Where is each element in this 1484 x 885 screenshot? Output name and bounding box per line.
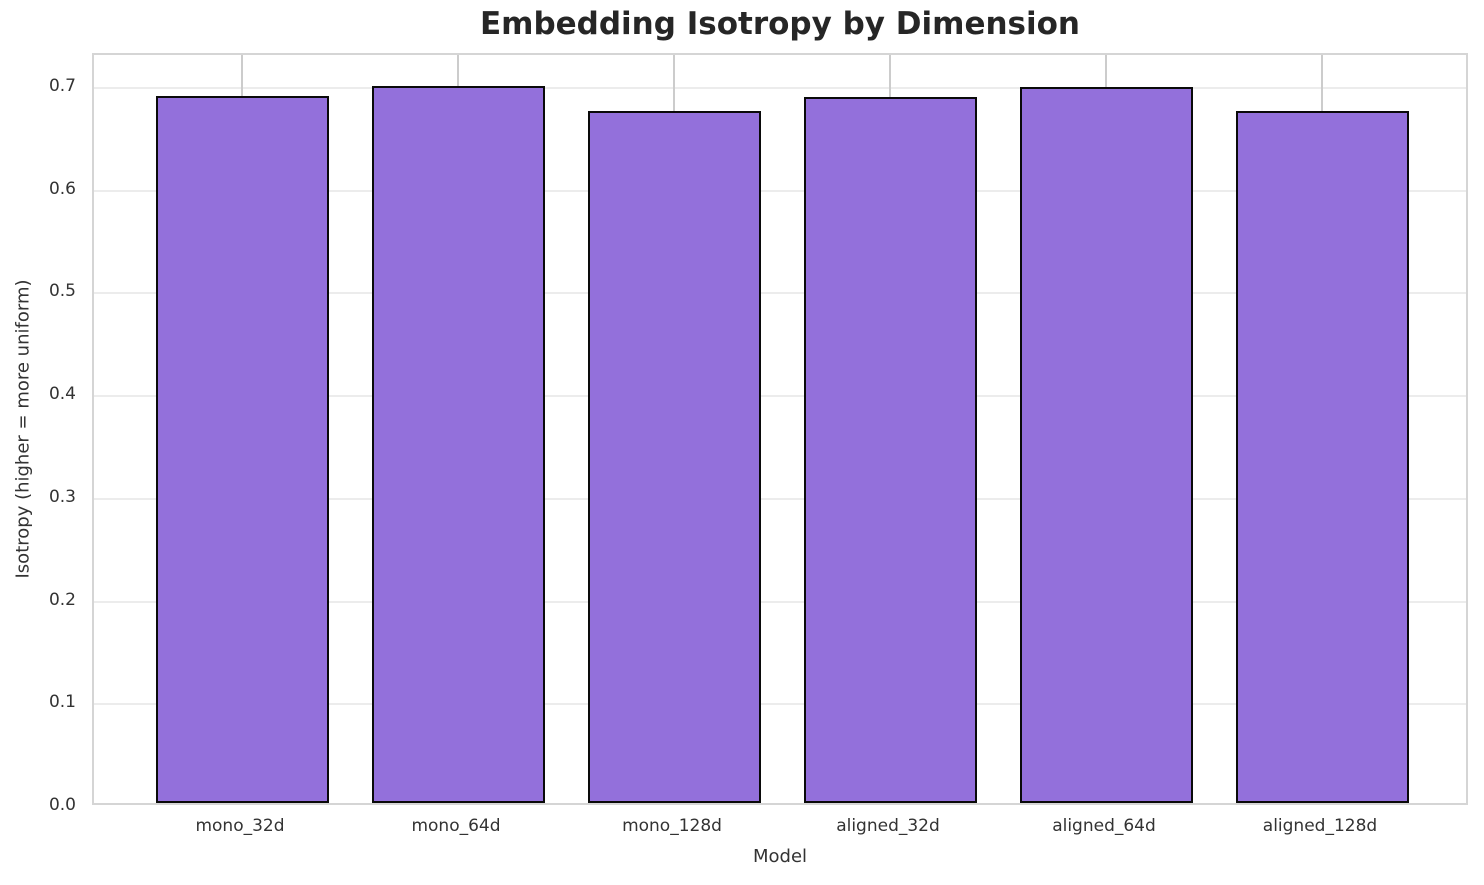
bar-aligned_32d	[803, 97, 977, 803]
x-tick-label: aligned_128d	[1262, 816, 1378, 836]
bar-mono_32d	[155, 96, 329, 803]
x-tick-label: mono_64d	[411, 816, 501, 836]
bar-aligned_64d	[1019, 87, 1193, 803]
x-tick-label: aligned_32d	[836, 816, 940, 836]
y-tick-label: 0.0	[48, 795, 76, 815]
gridline-horizontal	[94, 189, 1466, 192]
y-axis-label: Isotropy (higher = more uniform)	[12, 279, 34, 579]
y-tick-label: 0.4	[48, 384, 76, 405]
y-tick-label: 0.7	[48, 75, 76, 96]
bar-mono_64d	[371, 86, 545, 803]
y-tick-label: 0.3	[48, 486, 76, 507]
x-tick-label: mono_128d	[622, 816, 722, 836]
bar-mono_128d	[587, 111, 761, 803]
chart-title: Embedding Isotropy by Dimension	[479, 6, 1081, 42]
gridline-horizontal	[94, 703, 1466, 706]
gridline-horizontal	[94, 497, 1466, 500]
bar-aligned_128d	[1235, 111, 1409, 803]
y-tick-label: 0.1	[48, 692, 76, 713]
y-tick-label: 0.6	[48, 178, 76, 199]
y-tick-label: 0.2	[48, 589, 76, 610]
gridline-horizontal	[94, 600, 1466, 603]
plot-area	[92, 53, 1468, 805]
x-axis-label: Model	[752, 846, 808, 867]
x-tick-label: mono_32d	[195, 816, 285, 836]
gridline-horizontal	[94, 86, 1466, 89]
gridline-horizontal	[94, 395, 1466, 398]
gridline-horizontal	[94, 292, 1466, 295]
y-tick-label: 0.5	[48, 281, 76, 302]
x-tick-label: aligned_64d	[1052, 816, 1156, 836]
